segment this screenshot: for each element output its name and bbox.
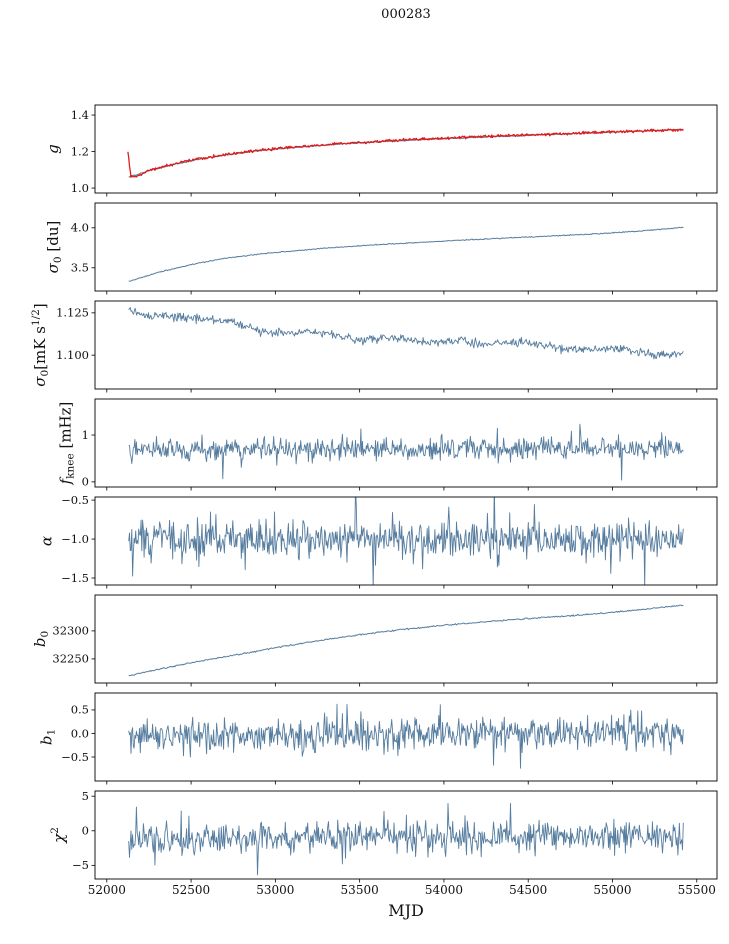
y-tick-label: 1.0: [71, 181, 89, 195]
x-tick-label: 55000: [593, 883, 631, 897]
figure-title: 000283: [381, 7, 431, 22]
series-sigma0-du: [128, 226, 684, 282]
y-tick-label: −0.5: [61, 493, 89, 507]
series-fknee: [128, 423, 684, 481]
panel-alpha: −1.5 −1.0 −0.5 α: [37, 493, 718, 589]
y-tick-label: −1.5: [61, 571, 89, 585]
series-b0: [128, 604, 684, 677]
y-tick-label: 3.5: [71, 261, 89, 275]
panel-border: [94, 104, 718, 194]
y-tick-label: 1.125: [56, 306, 89, 320]
panel-border: [94, 790, 718, 880]
y-tick-label: 1: [82, 428, 89, 442]
series-b1: [128, 703, 684, 769]
x-tick-label: 53000: [256, 883, 294, 897]
y-tick-label: −1.0: [61, 532, 89, 546]
y-tick-label: 0.0: [71, 726, 89, 740]
y-tick-label: −0.5: [61, 750, 89, 764]
x-tick-label: 52000: [88, 883, 126, 897]
y-tick-label: 1.4: [71, 108, 89, 122]
y-tick-label: 0.5: [71, 703, 89, 717]
series-gain-model: [128, 128, 684, 178]
panel-b1: −0.5 0.0 0.5 b1: [37, 692, 718, 785]
y-axis-title: χ2: [49, 827, 68, 844]
y-tick-label: 5: [82, 789, 89, 803]
x-tick-label: 55500: [678, 883, 716, 897]
y-tick-label: 32250: [52, 652, 89, 666]
panel-fknee: 0 1 fknee [mHz]: [57, 398, 718, 491]
series-sigma0-mks: [128, 307, 684, 360]
panel-border: [94, 202, 718, 292]
panel-border: [94, 496, 718, 586]
y-axis-title: g: [44, 144, 62, 154]
x-axis-title: MJD: [388, 901, 424, 920]
x-tick-label: 52500: [172, 883, 210, 897]
x-tick-label: 53500: [341, 883, 379, 897]
x-tick-label: 54500: [509, 883, 547, 897]
y-axis-title: σ0 [du]: [44, 221, 64, 274]
panel-sigma0-du: 3.5 4.0 σ0 [du]: [44, 202, 718, 295]
y-axis-title: b1: [37, 729, 57, 745]
y-tick-label: 0: [82, 475, 89, 489]
panel-g: 1.0 1.2 1.4 g: [44, 104, 718, 197]
series-chi2: [128, 802, 684, 876]
panel-border: [94, 398, 718, 488]
y-tick-label: 0: [82, 824, 89, 838]
y-tick-label: 4.0: [71, 221, 89, 235]
series-alpha: [128, 497, 684, 585]
y-tick-label: −5: [72, 858, 89, 872]
y-tick-label: 1.2: [71, 144, 89, 158]
y-axis-title: b0: [31, 631, 51, 647]
panel-chi2: 52000 52500 53000 53500 54000 54500 55000 55500…: [49, 789, 718, 897]
y-axis-title: α: [37, 536, 55, 546]
panel-sigma0-mks: 1.100 1.125 σ0[mK s1/2]: [30, 300, 718, 393]
series-gain-data: [127, 128, 684, 178]
panel-border: [94, 594, 718, 684]
y-tick-label: 1.100: [56, 348, 89, 362]
y-tick-label: 32300: [52, 624, 89, 638]
x-tick-label: 54000: [425, 883, 463, 897]
panel-border: [94, 692, 718, 782]
y-axis-title: σ0[mK s1/2]: [30, 303, 51, 386]
y-axis-title: fknee [mHz]: [57, 402, 77, 486]
panel-border: [94, 300, 718, 390]
